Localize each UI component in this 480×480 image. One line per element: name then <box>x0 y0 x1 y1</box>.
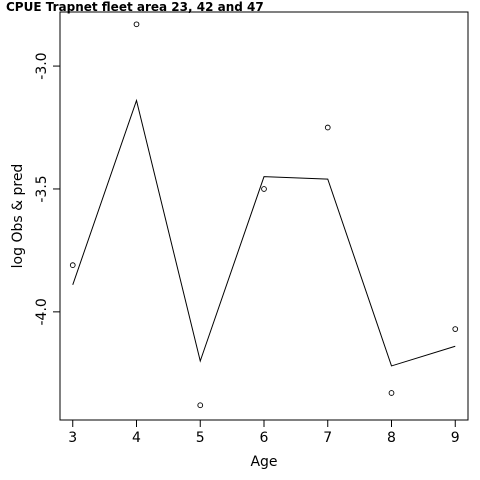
x-tick-label: 9 <box>451 430 460 446</box>
x-tick-label: 4 <box>132 430 141 446</box>
y-axis: -3.0 -3.5 -4.0 <box>34 52 61 326</box>
x-tick-label: 8 <box>387 430 396 446</box>
observed-series <box>69 21 459 409</box>
x-axis-label: Age <box>250 454 277 470</box>
y-tick-label: -3.5 <box>34 175 50 202</box>
x-tick-label: 6 <box>260 430 269 446</box>
observed-point <box>197 402 204 409</box>
x-tick-label: 5 <box>196 430 205 446</box>
x-tick-label: 7 <box>323 430 332 446</box>
observed-point <box>69 262 76 269</box>
observed-point <box>388 390 395 396</box>
observed-point <box>452 326 459 332</box>
x-axis: 3 4 5 6 7 8 9 <box>68 419 460 446</box>
y-tick-label: -4.0 <box>34 298 50 325</box>
predicted-line <box>72 98 456 367</box>
observed-point <box>133 21 140 28</box>
predicted-series <box>72 98 456 367</box>
observed-point <box>324 124 331 131</box>
y-tick-label: -3.0 <box>34 52 50 79</box>
plot-frame <box>59 11 469 421</box>
observed-point <box>261 186 267 192</box>
y-axis-label: log Obs & pred <box>10 164 26 269</box>
chart-title: CPUE Trapnet fleet area 23, 42 and 47 <box>6 0 264 14</box>
x-tick-label: 3 <box>68 430 77 446</box>
